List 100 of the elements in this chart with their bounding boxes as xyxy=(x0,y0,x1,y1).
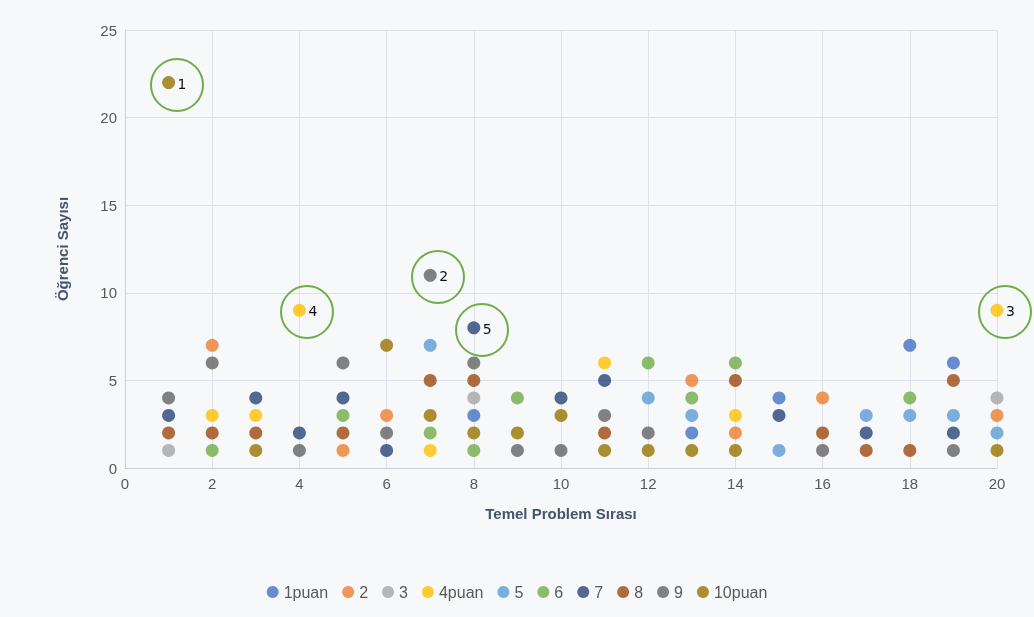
point xyxy=(554,391,568,405)
point xyxy=(990,443,1004,457)
legend-label: 10puan xyxy=(713,583,768,601)
legend-label: 6 xyxy=(554,583,564,601)
point xyxy=(380,443,394,457)
point xyxy=(946,443,960,457)
point xyxy=(685,426,699,440)
point xyxy=(249,443,263,457)
point xyxy=(423,443,437,457)
annotation: 5 xyxy=(482,320,492,337)
point xyxy=(380,408,394,422)
point xyxy=(772,408,786,422)
point xyxy=(990,408,1004,422)
legend-label: 5 xyxy=(514,583,524,601)
point xyxy=(990,303,1004,317)
point xyxy=(816,443,830,457)
point xyxy=(903,443,917,457)
point xyxy=(162,426,176,440)
x-tick-label: 18 xyxy=(901,475,919,492)
point xyxy=(336,391,350,405)
y-tick-label: 20 xyxy=(100,109,117,127)
point xyxy=(162,443,176,457)
point xyxy=(728,373,742,387)
legend-label: 2 xyxy=(359,583,369,601)
point xyxy=(816,391,830,405)
annotation: 2 xyxy=(439,268,449,285)
point xyxy=(598,426,612,440)
point xyxy=(816,426,830,440)
point xyxy=(205,356,219,370)
point xyxy=(292,303,306,317)
legend-label: 1puan xyxy=(283,583,329,601)
y-tick-label: 0 xyxy=(108,459,117,477)
point xyxy=(249,391,263,405)
annotation: 4 xyxy=(308,303,318,320)
legend-label: 8 xyxy=(634,583,644,601)
point xyxy=(641,426,655,440)
point xyxy=(205,426,219,440)
point xyxy=(598,356,612,370)
point xyxy=(292,426,306,440)
x-tick-label: 6 xyxy=(382,475,391,492)
y-tick-label: 25 xyxy=(100,21,117,39)
point xyxy=(772,391,786,405)
x-tick-label: 8 xyxy=(469,475,478,492)
point xyxy=(641,356,655,370)
point xyxy=(162,408,176,422)
point xyxy=(380,426,394,440)
y-tick-label: 15 xyxy=(100,196,117,214)
point xyxy=(554,408,568,422)
point xyxy=(423,408,437,422)
point xyxy=(380,338,394,352)
point xyxy=(467,408,481,422)
point xyxy=(903,408,917,422)
x-tick-label: 2 xyxy=(208,475,217,492)
x-tick-label: 4 xyxy=(295,475,304,492)
point xyxy=(598,408,612,422)
point xyxy=(903,391,917,405)
point xyxy=(205,443,219,457)
point xyxy=(728,408,742,422)
point xyxy=(162,76,176,90)
point xyxy=(554,443,568,457)
y-tick-label: 10 xyxy=(100,284,117,302)
point xyxy=(205,408,219,422)
point xyxy=(336,426,350,440)
point xyxy=(467,391,481,405)
point xyxy=(641,443,655,457)
point xyxy=(903,338,917,352)
legend-label: 7 xyxy=(594,583,604,601)
point xyxy=(685,373,699,387)
point xyxy=(859,443,873,457)
point xyxy=(598,443,612,457)
point xyxy=(423,373,437,387)
legend-label: 3 xyxy=(399,583,409,601)
point xyxy=(510,426,524,440)
point xyxy=(336,356,350,370)
x-tick-label: 10 xyxy=(552,475,570,492)
y-tick-label: 5 xyxy=(108,371,117,389)
point xyxy=(685,408,699,422)
point xyxy=(205,338,219,352)
point xyxy=(467,356,481,370)
point xyxy=(467,373,481,387)
point xyxy=(336,443,350,457)
point xyxy=(728,443,742,457)
point xyxy=(728,356,742,370)
point xyxy=(510,443,524,457)
point xyxy=(685,391,699,405)
x-axis-title: Temel Problem Sırası xyxy=(485,505,637,522)
point xyxy=(249,426,263,440)
point xyxy=(467,426,481,440)
point xyxy=(946,426,960,440)
point xyxy=(510,391,524,405)
x-tick-label: 20 xyxy=(988,475,1006,492)
legend-label: 4puan xyxy=(438,583,484,601)
x-tick-label: 12 xyxy=(639,475,657,492)
point xyxy=(598,373,612,387)
point xyxy=(467,443,481,457)
point xyxy=(990,391,1004,405)
point xyxy=(336,408,350,422)
point xyxy=(946,356,960,370)
point xyxy=(685,443,699,457)
x-tick-label: 0 xyxy=(120,475,130,492)
